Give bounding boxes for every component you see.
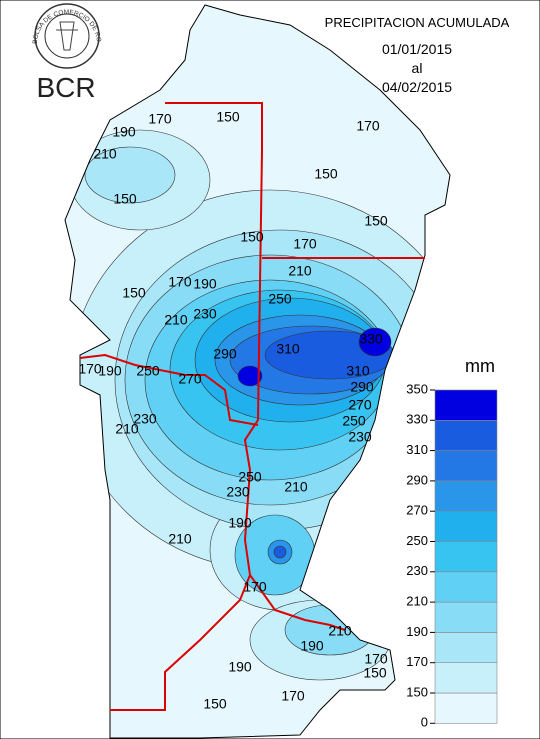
legend-swatch bbox=[434, 510, 498, 542]
contour-label: 210 bbox=[93, 146, 117, 162]
contour-label: 170 bbox=[356, 118, 380, 134]
contour-label: 310 bbox=[276, 341, 300, 357]
date-from: 01/01/2015 bbox=[382, 41, 452, 57]
rain-area bbox=[237, 365, 263, 387]
contour-label: 150 bbox=[314, 166, 338, 182]
contour-label: 230 bbox=[193, 306, 217, 322]
legend-swatch bbox=[434, 480, 498, 512]
legend-tick-label: 310 bbox=[406, 442, 428, 457]
legend-swatch bbox=[434, 419, 498, 451]
legend-tick-label: 270 bbox=[406, 503, 428, 518]
contour-label: 210 bbox=[328, 623, 352, 639]
rain-area bbox=[84, 146, 176, 204]
contour-label: 230 bbox=[226, 484, 250, 500]
rain-area bbox=[358, 327, 392, 357]
logo-text: BCR bbox=[36, 72, 95, 103]
legend-swatch bbox=[434, 571, 498, 603]
contour-label: 170 bbox=[168, 274, 192, 290]
contour-label: 170 bbox=[78, 361, 102, 377]
legend-swatch bbox=[434, 389, 498, 421]
contour-label: 210 bbox=[284, 479, 308, 495]
contour-label: 230 bbox=[133, 411, 157, 427]
contour-label: 190 bbox=[228, 515, 252, 531]
contour-label: 150 bbox=[363, 665, 387, 681]
legend-tick-label: 150 bbox=[406, 684, 428, 699]
contour-label: 210 bbox=[168, 531, 192, 547]
contour-label: 250 bbox=[342, 413, 366, 429]
contour-label: 210 bbox=[288, 263, 312, 279]
legend-swatch bbox=[434, 450, 498, 482]
date-to: 04/02/2015 bbox=[382, 79, 452, 95]
contour-label: 250 bbox=[136, 363, 160, 379]
contour-label: 250 bbox=[268, 291, 292, 307]
legend-tick-label: 170 bbox=[406, 654, 428, 669]
contour-label: 230 bbox=[348, 429, 372, 445]
contour-label: 290 bbox=[350, 379, 374, 395]
province-border bbox=[110, 102, 263, 711]
contour-label: 190 bbox=[98, 363, 122, 379]
contour-label: 150 bbox=[113, 191, 137, 207]
land-outline bbox=[64, 4, 451, 739]
contour-label: 190 bbox=[193, 276, 217, 292]
rain-area bbox=[273, 545, 287, 559]
province-border bbox=[79, 353, 259, 426]
contour-label: 170 bbox=[364, 651, 388, 667]
legend-unit: mm bbox=[465, 356, 495, 376]
contour-label: 150 bbox=[203, 696, 227, 712]
contour-label: 250 bbox=[238, 469, 262, 485]
legend-swatch bbox=[434, 541, 498, 573]
contour-label: 170 bbox=[148, 111, 172, 127]
contour-label: 170 bbox=[293, 236, 317, 252]
contour-label: 170 bbox=[243, 579, 267, 595]
contour-label: 150 bbox=[122, 285, 146, 301]
date-sep: al bbox=[412, 60, 423, 76]
legend-swatch bbox=[434, 692, 498, 724]
legend-tick-label: 330 bbox=[406, 412, 428, 427]
contour-label: 270 bbox=[348, 397, 372, 413]
contour-label: 170 bbox=[281, 688, 305, 704]
legend-tick-label: 250 bbox=[406, 533, 428, 548]
contour-label: 210 bbox=[164, 312, 188, 328]
contour-label: 330 bbox=[359, 331, 383, 347]
legend-swatch bbox=[434, 601, 498, 633]
legend-tick-label: 190 bbox=[406, 624, 428, 639]
legend-tick-label: 0 bbox=[421, 715, 428, 730]
legend: 0 150 170 190 210 230 250 270 290 310 330 350 bbox=[406, 381, 498, 730]
contour-label: 150 bbox=[216, 109, 240, 125]
contour-label: 210 bbox=[115, 421, 139, 437]
legend-swatch bbox=[434, 662, 498, 694]
legend-tick-label: 230 bbox=[406, 563, 428, 578]
contour-label: 190 bbox=[112, 124, 136, 140]
contour-label: 150 bbox=[364, 213, 388, 229]
contour-label: 190 bbox=[228, 659, 252, 675]
title: PRECIPITACION ACUMULADA bbox=[325, 15, 510, 30]
province-border bbox=[249, 574, 346, 631]
legend-tick-label: 350 bbox=[406, 381, 428, 396]
legend-swatch bbox=[434, 632, 498, 664]
legend-tick-label: 210 bbox=[406, 594, 428, 609]
contour-label: 290 bbox=[213, 346, 237, 362]
contour-label: 150 bbox=[240, 229, 264, 245]
contour-label: 190 bbox=[300, 638, 324, 654]
contour-label: 270 bbox=[178, 371, 202, 387]
contour-label: 310 bbox=[346, 363, 370, 379]
legend-tick-label: 290 bbox=[406, 472, 428, 487]
